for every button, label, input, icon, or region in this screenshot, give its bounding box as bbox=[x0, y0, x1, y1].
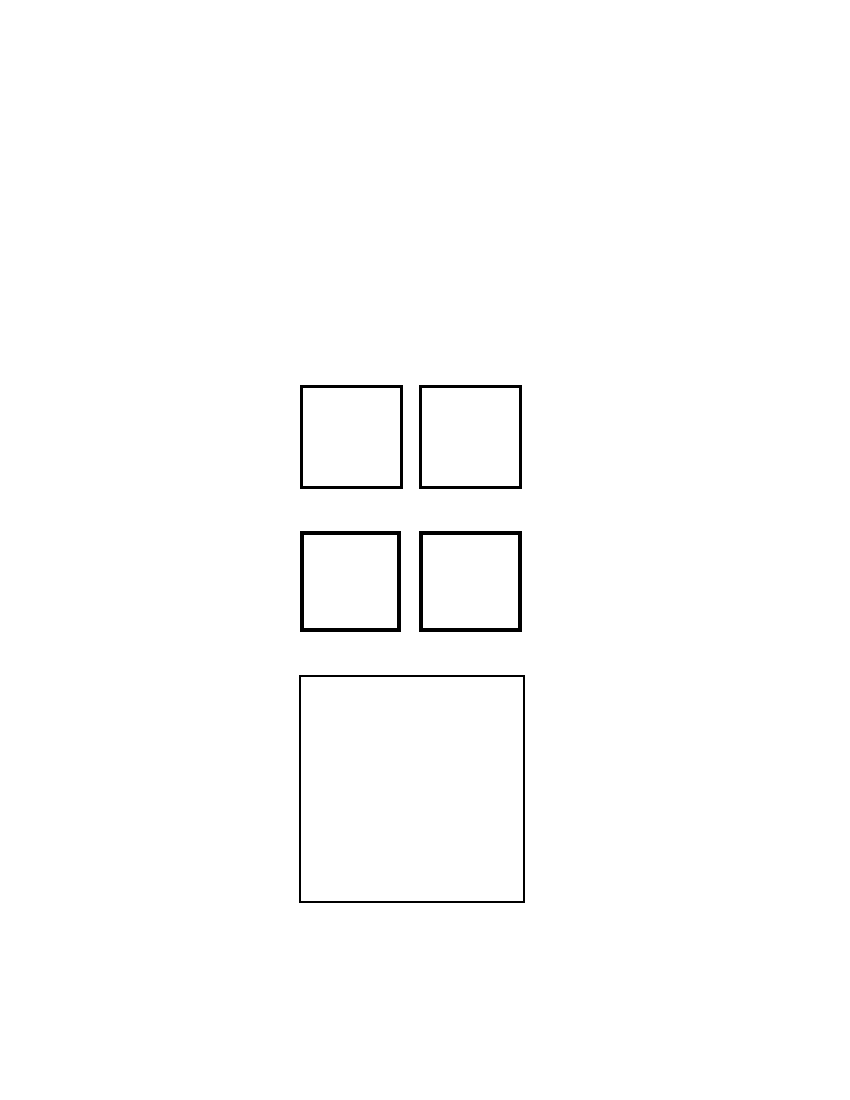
windowed-waveform-panel-left bbox=[300, 385, 403, 489]
contour-plot-frame bbox=[299, 675, 525, 903]
energy-contour-map bbox=[301, 677, 523, 901]
particle-motion-panel-left bbox=[300, 531, 401, 632]
windowed-waveform-panel-right bbox=[419, 385, 522, 489]
particle-motion-panel-right bbox=[419, 531, 522, 632]
fast-direction-axis-label bbox=[237, 689, 257, 889]
